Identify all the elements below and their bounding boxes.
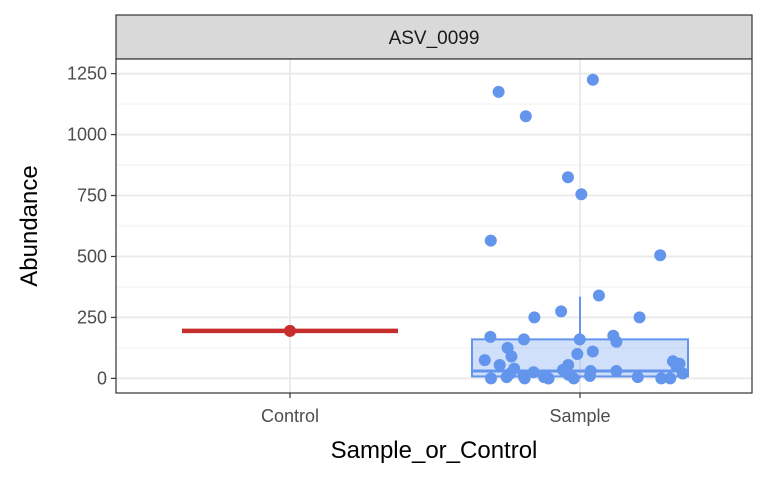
data-point [567,372,580,385]
data-point [519,110,532,123]
data-point [583,369,596,382]
data-point [573,333,586,346]
data-point [664,372,677,385]
data-point [575,188,588,201]
data-point [542,372,555,385]
data-point [518,372,531,385]
data-point [484,330,497,343]
data-point [633,311,646,324]
data-point [561,171,574,184]
data-point [484,234,497,247]
x-tick-label: Control [261,406,319,426]
data-point [528,311,541,324]
data-point [493,358,506,371]
y-tick-label: 1000 [67,125,107,145]
x-tick-label: Sample [549,406,610,426]
data-point [571,347,584,360]
data-point [610,365,623,378]
data-points [284,73,689,385]
y-axis-title: Abundance [16,165,43,286]
axes: 0 250 500 750 1000 1250 Control Sample [67,64,611,426]
y-tick-label: 0 [97,368,107,388]
y-tick-label: 250 [77,307,107,327]
grid-lines [116,59,752,393]
y-tick-label: 750 [77,186,107,206]
data-point [500,371,513,384]
y-tick-label: 1250 [67,64,107,84]
data-point [592,289,605,302]
x-axis-title: Sample_or_Control [331,437,538,464]
data-point [527,366,540,379]
data-point [631,371,644,384]
data-point [610,335,623,348]
panel-border [115,58,753,394]
strip-background [115,14,753,60]
data-point [492,85,505,98]
facet-label: ASV_0099 [389,28,480,49]
data-point [654,249,667,262]
data-point [505,350,518,363]
data-point [485,372,498,385]
data-point [676,367,689,380]
data-point [517,333,530,346]
data-point [586,73,599,86]
data-point [586,345,599,358]
y-tick-label: 500 [77,246,107,266]
data-point [284,324,296,337]
data-point [478,354,491,367]
data-point [555,305,568,318]
data-point [655,372,668,385]
